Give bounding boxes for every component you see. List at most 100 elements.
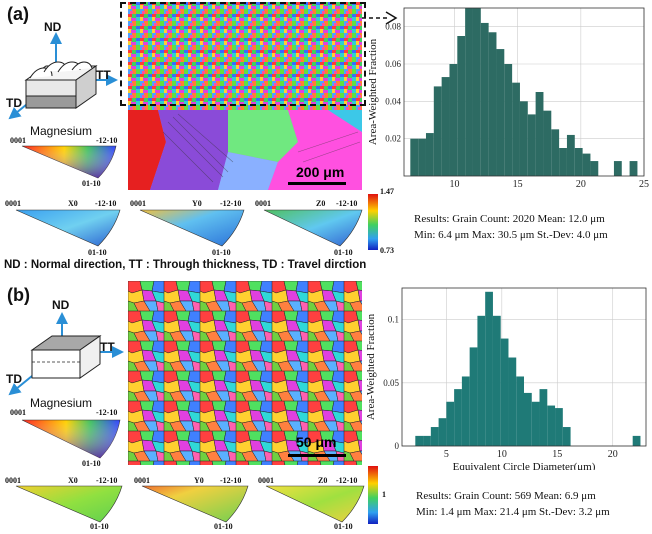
hist-b-bar <box>454 389 462 446</box>
pf-b-y-1210: -12-10 <box>220 476 242 485</box>
region-marker-box-a <box>120 2 366 106</box>
hist-a-xtick-label: 20 <box>576 179 586 190</box>
hist-b-ytick-label: 0.05 <box>383 378 399 388</box>
hist-a-bar <box>504 64 513 176</box>
hist-b-bar <box>461 376 470 446</box>
hist-b-bar <box>415 435 424 446</box>
hist-b-bar <box>531 401 540 446</box>
colorbar-a-max: 1.47 <box>380 187 394 196</box>
pf-a-x-1210: -12-10 <box>95 199 117 208</box>
ipf-title-b: Magnesium <box>30 396 93 410</box>
hist-b-bar <box>539 389 548 446</box>
hist-a-xtick-label: 10 <box>450 179 460 190</box>
colorbar-a <box>368 194 378 250</box>
hist-b-xtick-label: 15 <box>552 449 562 460</box>
hist-a-bar <box>613 161 622 176</box>
hist-b-bar <box>469 347 478 446</box>
colorbar-b-mid: 1 <box>382 490 386 499</box>
pf-b-x-0001: 0001 <box>5 476 21 485</box>
hist-b-bar <box>446 401 455 446</box>
hist-a-bar <box>574 148 583 176</box>
hist-b-bar <box>524 392 532 446</box>
hist-a-ytick-label: 0.04 <box>385 96 401 106</box>
hist-b-bar <box>438 418 447 446</box>
hist-a-bar <box>543 110 552 176</box>
pf-a-z-name: Z0 <box>316 199 326 208</box>
hist-a-bar <box>527 114 536 176</box>
pf-b-z-0001: 0001 <box>258 476 274 485</box>
hist-b-ytick-label: 0 <box>395 441 400 451</box>
pole-figure-b-x <box>15 485 123 523</box>
hist-b-xtick-label: 20 <box>608 449 618 460</box>
pf-b-z-0110: 01-10 <box>334 522 353 531</box>
hist-a-xlabel: Equivalent Circle Diameter(μm) <box>453 191 596 192</box>
hist-a-bar <box>559 148 567 176</box>
hist-a-bar <box>472 8 481 176</box>
hist-b-bar <box>562 427 571 446</box>
tt-label-a: TT <box>96 68 111 82</box>
results-b-line2: Min: 1.4 μm Max: 21.4 μm St.-Dev: 3.2 μm <box>416 506 610 518</box>
hist-a-bar <box>519 101 528 176</box>
nd-label-a: ND <box>44 20 62 34</box>
ipf-corner-0001-a: 0001 <box>10 136 26 145</box>
ebsd-map-b-svg <box>128 281 362 465</box>
pf-a-z-0001: 0001 <box>255 199 271 208</box>
hist-a-bar <box>582 153 591 176</box>
hist-b-xtick-label: 10 <box>497 449 507 460</box>
ipf-corner-0110-b: 01-10 <box>82 459 101 468</box>
histogram-a-svg: 10 15 20 25 0.02 0.04 0.06 0.08 Equivalent Circl… <box>367 7 649 203</box>
pf-b-x-name: X0 <box>68 476 78 485</box>
hist-a-bar <box>488 32 497 177</box>
ipf-corner-0110-a: 01-10 <box>82 179 101 188</box>
ipf-corner-0001-b: 0001 <box>10 408 26 417</box>
ipf-title-a: Magnesium <box>30 124 93 138</box>
pf-b-z-1210: -12-10 <box>336 476 358 485</box>
hist-a-bar <box>551 129 560 176</box>
td-label-b: TD <box>6 372 22 386</box>
nd-label-b: ND <box>52 298 70 312</box>
hist-a-bar <box>457 36 466 176</box>
results-a-line1: Results: Grain Count: 2020 Mean: 12.0 μm <box>414 213 605 225</box>
pole-figure-a-x <box>15 209 121 247</box>
hist-b-xtick-label: 5 <box>444 449 449 460</box>
hist-b-bar <box>492 315 501 446</box>
pf-a-z-0110: 01-10 <box>334 248 353 257</box>
hist-b-xlabel: Equivalent Circle Diameter(μm) <box>453 461 596 470</box>
panel-b-label: (b) <box>7 285 30 305</box>
pole-figure-b-z <box>265 485 365 523</box>
ipf-corner-1210-b: -12-10 <box>96 408 118 417</box>
hist-a-bar <box>480 22 489 176</box>
pf-a-x-0110: 01-10 <box>88 248 107 257</box>
hist-a-ytick-label: 0.02 <box>385 134 401 144</box>
scale-bar-label-a: 200 μm <box>296 164 345 180</box>
hist-b-frame <box>401 287 647 447</box>
hist-a-bar <box>449 64 458 176</box>
pf-a-y-name: Y0 <box>192 199 202 208</box>
pole-figure-b-y <box>141 485 249 523</box>
hist-a-bar <box>512 82 520 176</box>
hist-a-xtick-label: 15 <box>513 179 523 190</box>
hist-b-bar <box>500 338 509 446</box>
pole-figure-a-y <box>139 209 245 247</box>
pf-a-y-1210: -12-10 <box>220 199 242 208</box>
axes-caption: ND : Normal direction, TT : Through thic… <box>4 259 367 271</box>
hist-a-bar <box>418 138 426 176</box>
ebsd-map-a-svg <box>128 2 362 190</box>
scale-bar-label-b: 50 μm <box>296 434 337 450</box>
results-a-line2: Min: 6.4 μm Max: 30.5 μm St.-Dev: 4.0 μm <box>414 229 608 241</box>
pf-a-x-0001: 0001 <box>5 199 21 208</box>
hist-a-xtick-label: 25 <box>639 179 649 190</box>
pf-b-z-name: Z0 <box>318 476 328 485</box>
sample-axes-diagram-b <box>8 312 124 396</box>
hist-b-bar <box>423 435 431 446</box>
pf-b-y-0110: 01-10 <box>214 522 233 531</box>
panel-a-label: (a) <box>7 4 29 24</box>
hist-a-bar <box>590 161 599 176</box>
pf-a-x-name: X0 <box>68 199 78 208</box>
results-b-line1: Results: Grain Count: 569 Mean: 6.9 μm <box>416 490 596 502</box>
ipf-color-triangle-a <box>21 145 117 179</box>
histogram-a: 10 15 20 25 0.02 0.04 0.06 0.08 Equivalent Circl… <box>356 4 652 203</box>
ebsd-map-a <box>128 2 362 190</box>
hist-b-bar <box>632 435 641 446</box>
colorbar-b <box>368 466 378 524</box>
